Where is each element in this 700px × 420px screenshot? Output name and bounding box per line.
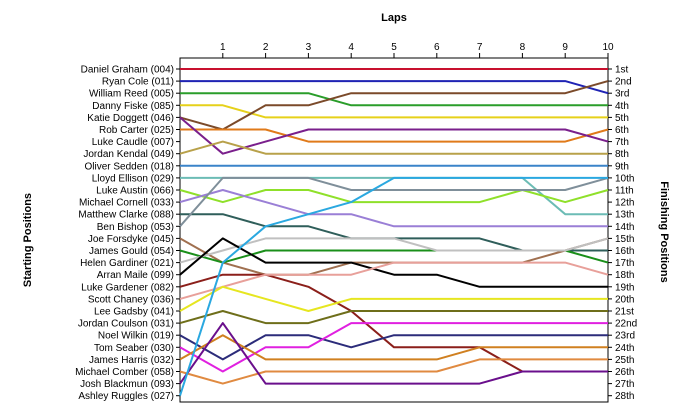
finishing-position-label: 27th bbox=[615, 379, 634, 390]
finishing-position-label: 4th bbox=[615, 101, 629, 112]
driver-series-line bbox=[180, 80, 609, 95]
starting-position-label: Scott Chaney (036) bbox=[88, 294, 174, 305]
starting-position-label: Michael Comber (058) bbox=[75, 367, 174, 378]
starting-position-label: Ben Bishop (053) bbox=[97, 222, 174, 233]
starting-position-label: Michael Cornell (033) bbox=[79, 198, 174, 209]
driver-series-line bbox=[179, 322, 608, 385]
driver-series-line bbox=[179, 358, 608, 385]
starting-position-label: Joe Forsdyke (045) bbox=[88, 234, 174, 245]
finishing-position-label: 12th bbox=[615, 198, 634, 209]
starting-position-label: William Reed (005) bbox=[89, 89, 174, 100]
finishing-position-label: 19th bbox=[615, 282, 634, 293]
starting-position-label: Rob Carter (025) bbox=[99, 125, 174, 136]
finishing-position-label: 3rd bbox=[615, 89, 629, 100]
starting-position-label: Jordan Coulson (031) bbox=[78, 319, 174, 330]
driver-series-line bbox=[180, 128, 609, 143]
driver-series-line bbox=[179, 285, 608, 312]
finishing-position-label: 10th bbox=[615, 173, 634, 184]
starting-position-label: Daniel Graham (004) bbox=[81, 65, 174, 76]
x-tick-label: 9 bbox=[562, 42, 568, 53]
starting-position-label: Luke Gardener (082) bbox=[81, 282, 174, 293]
chart-title: Laps bbox=[381, 12, 407, 24]
starting-position-label: Ashley Ruggles (027) bbox=[78, 391, 174, 402]
finishing-position-label: 22nd bbox=[615, 319, 637, 330]
driver-series-line bbox=[179, 140, 608, 155]
finishing-position-label: 25th bbox=[615, 355, 634, 366]
driver-series-line bbox=[179, 189, 609, 204]
x-tick-label: 1 bbox=[220, 42, 226, 53]
x-tick-label: 5 bbox=[391, 42, 397, 53]
finishing-position-label: 24th bbox=[615, 343, 634, 354]
driver-series-line bbox=[179, 176, 609, 227]
starting-position-label: Luke Austin (066) bbox=[96, 186, 174, 197]
x-tick-label: 7 bbox=[477, 42, 483, 53]
starting-position-label: Ryan Cole (011) bbox=[102, 77, 174, 88]
driver-series-line bbox=[179, 237, 609, 264]
finishing-position-label: 26th bbox=[615, 367, 634, 378]
driver-series-line bbox=[179, 322, 608, 373]
finishing-position-label: 13th bbox=[615, 210, 634, 221]
driver-series-line bbox=[179, 237, 608, 288]
starting-position-label: Jordan Kendal (049) bbox=[83, 149, 174, 160]
starting-position-label: Katie Doggett (046) bbox=[87, 113, 174, 124]
starting-position-label: Helen Gardiner (021) bbox=[80, 258, 174, 269]
driver-series-line bbox=[179, 310, 608, 325]
driver-series-line bbox=[179, 116, 609, 155]
finishing-position-label: 28th bbox=[615, 391, 634, 402]
driver-series-line bbox=[179, 189, 608, 228]
driver-series-line bbox=[180, 104, 608, 119]
right-axis-title: Finishing Positions bbox=[658, 181, 670, 283]
finishing-position-label: 9th bbox=[615, 161, 629, 172]
finishing-position-label: 6th bbox=[615, 125, 629, 136]
finishing-position-label: 14th bbox=[615, 222, 634, 233]
left-axis-title: Starting Positions bbox=[22, 192, 34, 288]
driver-series-line bbox=[179, 176, 608, 397]
driver-series-line bbox=[179, 334, 608, 361]
finishing-position-label: 2nd bbox=[615, 77, 632, 88]
finishing-position-label: 5th bbox=[615, 113, 629, 124]
finishing-position-label: 23rd bbox=[615, 331, 635, 342]
finishing-position-label: 11th bbox=[615, 186, 634, 197]
starting-position-label: Luke Caudle (007) bbox=[92, 137, 174, 148]
finishing-position-label: 1st bbox=[615, 65, 629, 76]
finishing-position-label: 7th bbox=[615, 137, 629, 148]
x-tick-label: 3 bbox=[306, 42, 312, 53]
finishing-position-label: 21st bbox=[615, 307, 634, 318]
starting-position-label: Lee Gadsby (041) bbox=[94, 307, 174, 318]
starting-position-label: Josh Blackmun (093) bbox=[80, 379, 174, 390]
x-tick-label: 4 bbox=[348, 42, 354, 53]
x-tick-label: 6 bbox=[434, 42, 440, 53]
driver-series-line bbox=[179, 261, 609, 300]
finishing-position-label: 15th bbox=[615, 234, 634, 245]
starting-position-label: Noel Wilkin (019) bbox=[98, 331, 174, 342]
finishing-position-label: 17th bbox=[615, 258, 634, 269]
starting-position-label: Matthew Clarke (088) bbox=[78, 210, 174, 221]
x-tick-label: 8 bbox=[520, 42, 526, 53]
finishing-position-label: 16th bbox=[615, 246, 634, 257]
finishing-position-label: 8th bbox=[615, 149, 629, 160]
x-tick-label: 2 bbox=[263, 42, 269, 53]
finishing-position-label: 20th bbox=[615, 294, 634, 305]
starting-position-label: Tom Seaber (030) bbox=[94, 343, 174, 354]
starting-position-label: Lloyd Ellison (029) bbox=[92, 173, 174, 184]
starting-position-label: James Harris (032) bbox=[89, 355, 174, 366]
starting-position-label: Oliver Sedden (018) bbox=[85, 161, 175, 172]
x-tick-label: 10 bbox=[602, 42, 614, 53]
driver-series-line bbox=[179, 334, 608, 361]
plot-frame bbox=[179, 57, 609, 403]
starting-position-label: Arran Maile (099) bbox=[97, 270, 174, 281]
driver-series-line bbox=[179, 80, 609, 131]
starting-position-label: Danny Fiske (085) bbox=[92, 101, 174, 112]
driver-series-line bbox=[180, 92, 608, 107]
finishing-position-label: 18th bbox=[615, 270, 634, 281]
starting-position-label: James Gould (054) bbox=[89, 246, 174, 257]
